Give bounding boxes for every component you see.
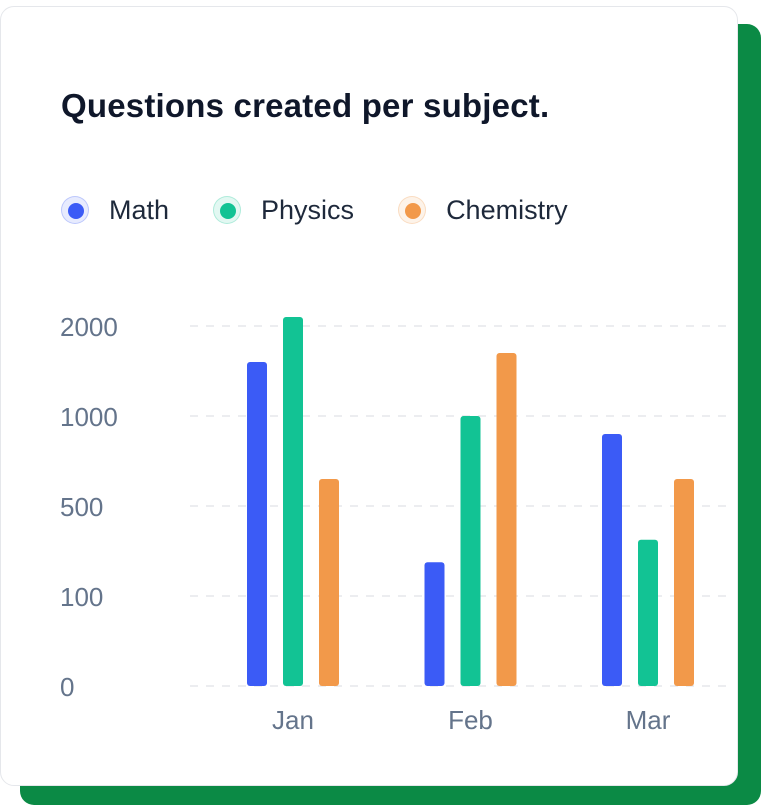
legend-dot-icon — [61, 196, 89, 224]
bar-chemistry-mar[interactable] — [674, 479, 694, 686]
bar-chemistry-feb[interactable] — [496, 353, 517, 686]
x-tick-label: Feb — [448, 705, 493, 735]
bar-physics-jan[interactable] — [283, 317, 303, 686]
y-tick-label: 100 — [60, 582, 103, 612]
x-tick-label: Jan — [272, 705, 314, 735]
legend-label: Chemistry — [446, 194, 568, 225]
y-tick-label: 500 — [60, 492, 103, 522]
legend-label: Physics — [261, 194, 355, 225]
bar-math-feb[interactable] — [424, 562, 445, 686]
bar-physics-mar[interactable] — [638, 539, 658, 686]
legend-label: Math — [109, 194, 170, 225]
bar-math-jan[interactable] — [247, 362, 267, 686]
chart-legend: Math Physics Chemistry — [61, 190, 612, 230]
chart-title: Questions created per subject. — [61, 87, 550, 124]
bar-chemistry-jan[interactable] — [319, 479, 339, 686]
legend-dot-icon — [398, 196, 427, 224]
legend-item-physics[interactable]: Physics — [213, 195, 354, 226]
y-tick-label: 0 — [60, 672, 74, 702]
legend-dot-icon — [213, 196, 242, 224]
y-tick-label: 2000 — [60, 312, 118, 342]
bar-math-mar[interactable] — [602, 434, 622, 686]
y-tick-label: 1000 — [60, 402, 118, 432]
x-tick-label: Mar — [626, 705, 671, 735]
bar-physics-feb[interactable] — [460, 416, 481, 686]
legend-item-chemistry[interactable]: Chemistry — [398, 195, 568, 226]
legend-item-math[interactable]: Math — [61, 195, 169, 226]
